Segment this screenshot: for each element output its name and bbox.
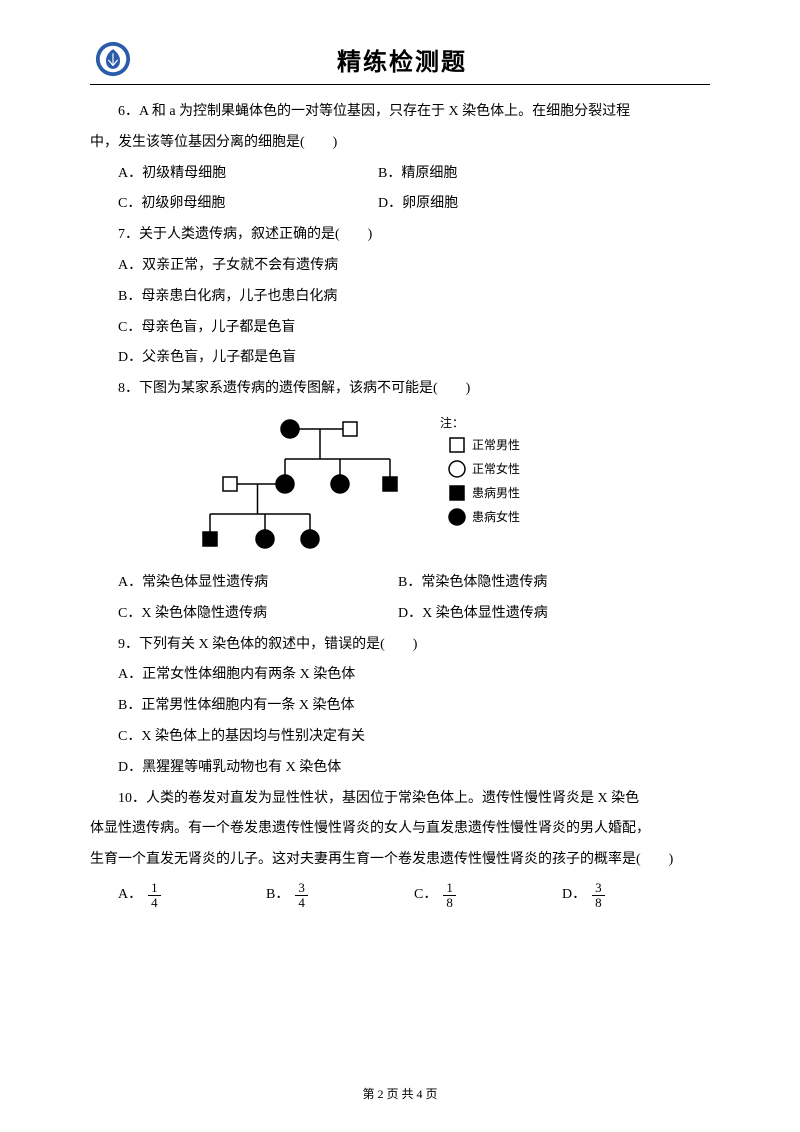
- q8-optC: C．X 染色体隐性遗传病: [118, 599, 358, 630]
- q10-l2: 体显性遗传病。有一个卷发患遗传性慢性肾炎的女人与直发患遗传性慢性肾炎的男人婚配，: [90, 814, 710, 845]
- fracA-den: 4: [148, 896, 161, 910]
- q6-line1: 6．A 和 a 为控制果蝇体色的一对等位基因，只存在于 X 染色体上。在细胞分裂…: [90, 97, 710, 128]
- q6-line2: 中，发生该等位基因分离的细胞是( ): [90, 128, 710, 159]
- fracA-num: 1: [148, 881, 161, 896]
- q8-text: 8．下图为某家系遗传病的遗传图解，该病不可能是( ): [90, 374, 710, 405]
- q8-optA: A．常染色体显性遗传病: [118, 568, 358, 599]
- pedigree-svg: 注： 正常男性正常女性患病男性患病女性: [180, 409, 580, 564]
- svg-text:注：: 注：: [440, 415, 464, 430]
- fracB-den: 4: [295, 896, 308, 910]
- q6-optA: A．初级精母细胞: [118, 159, 378, 190]
- q9-optD: D．黑猩猩等哺乳动物也有 X 染色体: [90, 753, 710, 784]
- q7-optB: B．母亲患白化病，儿子也患白化病: [90, 282, 710, 313]
- svg-text:正常男性: 正常男性: [472, 438, 520, 452]
- page-title: 精练检测题: [94, 42, 710, 77]
- fracB-num: 3: [295, 881, 308, 896]
- q10-l3: 生育一个直发无肾炎的儿子。这对夫妻再生育一个卷发患遗传性慢性肾炎的孩子的概率是(…: [90, 845, 710, 876]
- q6-row2: C．初级卵母细胞 D．卵原细胞: [90, 189, 710, 220]
- q8-optD: D．X 染色体显性遗传病: [358, 599, 548, 630]
- content-body: 6．A 和 a 为控制果蝇体色的一对等位基因，只存在于 X 染色体上。在细胞分裂…: [90, 97, 710, 911]
- q10-optC-label: C．: [414, 880, 437, 911]
- q9-optA: A．正常女性体细胞内有两条 X 染色体: [90, 660, 710, 691]
- q9-optB: B．正常男性体细胞内有一条 X 染色体: [90, 691, 710, 722]
- q7-text: 7．关于人类遗传病，叙述正确的是( ): [90, 220, 710, 251]
- q10-optB-label: B．: [266, 880, 289, 911]
- fracD-num: 3: [592, 881, 605, 896]
- q10-optD-label: D．: [562, 880, 586, 911]
- q10-optA-label: A．: [118, 880, 142, 911]
- q6-optC: C．初级卵母细胞: [118, 189, 378, 220]
- header-divider: [90, 84, 710, 85]
- q9-text: 9．下列有关 X 染色体的叙述中，错误的是( ): [90, 630, 710, 661]
- q7-optC: C．母亲色盲，儿子都是色盲: [90, 313, 710, 344]
- q10-optD: D． 38: [562, 880, 710, 911]
- page-header: 精练检测题: [90, 40, 710, 78]
- q10-opts: A．14 B．34 C．18 D．38: [90, 880, 710, 911]
- page-footer: 第 2 页 共 4 页: [0, 1085, 800, 1102]
- q10-optA: A． 14: [118, 880, 266, 911]
- svg-text:正常女性: 正常女性: [472, 461, 520, 476]
- q7-optA: A．双亲正常，子女就不会有遗传病: [90, 251, 710, 282]
- q9-optC: C．X 染色体上的基因均与性别决定有关: [90, 722, 710, 753]
- q10-l1: 10．人类的卷发对直发为显性性状，基因位于常染色体上。遗传性慢性肾炎是 X 染色: [90, 784, 710, 815]
- q8-row2: C．X 染色体隐性遗传病 D．X 染色体显性遗传病: [90, 599, 710, 630]
- q6-optB: B．精原细胞: [378, 159, 457, 190]
- q6-row1: A．初级精母细胞 B．精原细胞: [90, 159, 710, 190]
- svg-text:患病女性: 患病女性: [472, 509, 520, 524]
- q10-optC: C． 18: [414, 880, 562, 911]
- pedigree-diagram: 注： 正常男性正常女性患病男性患病女性: [90, 409, 710, 564]
- fracD-den: 8: [592, 896, 605, 910]
- q6-optD: D．卵原细胞: [378, 189, 458, 220]
- svg-text:患病男性: 患病男性: [472, 485, 520, 500]
- fracC-den: 8: [443, 896, 456, 910]
- q8-row1: A．常染色体显性遗传病 B．常染色体隐性遗传病: [90, 568, 710, 599]
- q7-optD: D．父亲色盲，儿子都是色盲: [90, 343, 710, 374]
- q8-optB: B．常染色体隐性遗传病: [358, 568, 547, 599]
- q10-optB: B． 34: [266, 880, 414, 911]
- fracC-num: 1: [443, 881, 456, 896]
